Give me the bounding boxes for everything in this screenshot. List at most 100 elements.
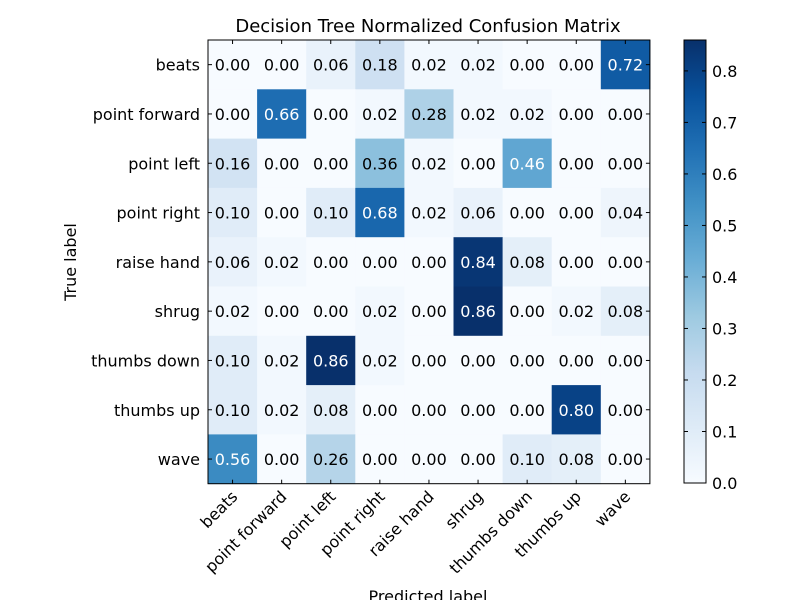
y-tick-label: beats [156,56,200,75]
heatmap-cell [404,335,454,386]
heatmap-cell [257,385,307,435]
heatmap-cell [208,138,258,189]
heatmap-cell [404,286,454,337]
heatmap-cell [453,40,503,90]
heatmap-cell [600,89,651,139]
cell-value-label: 0.00 [608,154,644,173]
cell-value-label: 0.46 [509,154,545,173]
heatmap-cell [551,385,602,435]
cell-value-label: 0.10 [313,204,349,223]
y-tick-label: thumbs down [91,351,200,370]
heatmap-cell [551,335,602,386]
cell-value-label: 0.68 [362,204,398,223]
y-tick-label: wave [158,450,200,469]
cell-value-label: 0.18 [362,56,398,75]
axis-ticks [208,40,650,484]
heatmap-cell [502,187,553,238]
cell-value-label: 0.02 [362,351,398,370]
cell-value-label: 0.00 [509,401,545,420]
cell-value-label: 0.02 [460,56,496,75]
heatmap-cell [257,187,307,238]
heatmap-cell [355,434,405,485]
cell-value-label: 0.66 [264,105,300,124]
cell-value-label: 0.00 [411,401,447,420]
x-tick-label: beats [197,487,242,532]
heatmap-cell [208,89,258,139]
cell-value-label: 0.02 [509,105,545,124]
cell-value-label: 0.00 [411,302,447,321]
cell-value-label: 0.84 [460,253,496,272]
heatmap-cell [600,335,651,386]
heatmap-cell [208,237,258,287]
heatmap-cell [600,187,651,238]
cell-value-label: 0.00 [558,154,594,173]
heatmap-cell [306,286,356,337]
chart-title: Decision Tree Normalized Confusion Matri… [235,16,621,37]
cell-value-label: 0.06 [313,56,349,75]
colorbar-tick-label: 0.2 [712,371,737,390]
cell-value-label: 0.00 [460,154,496,173]
heatmap-cell [551,286,602,337]
heatmap-cell [551,40,602,90]
cell-value-label: 0.10 [215,401,251,420]
heatmap-cell [551,237,602,287]
y-tick-label: thumbs up [114,401,200,420]
heatmap-cell [306,434,356,485]
x-axis-label: Predicted label [369,587,488,600]
cell-value-label: 0.00 [362,401,398,420]
heatmap-cell [306,187,356,238]
heatmap-cell [355,385,405,435]
heatmap-cell-labels: 0.00 0.00 0.06 0.18 0.02 0.02 0.00 0.00 0.72 0.00… [215,56,643,469]
colorbar-tick-label: 0.1 [712,422,737,441]
cell-value-label: 0.00 [264,302,300,321]
cell-value-label: 0.16 [215,154,251,173]
cell-value-label: 0.02 [558,302,594,321]
cell-value-label: 0.00 [460,401,496,420]
cell-value-label: 0.72 [608,56,644,75]
heatmap-cell [502,434,553,485]
cell-value-label: 0.00 [509,302,545,321]
heatmap-cell [208,385,258,435]
cell-value-label: 0.08 [313,401,349,420]
heatmap-cell [502,385,553,435]
heatmap-cell [453,187,503,238]
heatmap-cell [355,89,405,139]
cell-value-label: 0.08 [509,253,545,272]
x-tick-label: wave [591,487,634,530]
cell-value-label: 0.02 [362,302,398,321]
y-tick-label: point right [117,204,200,223]
heatmap-cell [257,237,307,287]
heatmap-cell [208,40,258,90]
heatmap-cell [453,89,503,139]
heatmap-cell [600,434,651,485]
colorbar-tick-label: 0.6 [712,165,737,184]
heatmap-cell [257,335,307,386]
colorbar-tick-label: 0.8 [712,62,737,81]
heatmap-cell [453,385,503,435]
colorbar-tick-label: 0.3 [712,319,737,338]
cell-value-label: 0.10 [509,450,545,469]
heatmap-cell [208,286,258,337]
y-tick-label: raise hand [116,253,200,272]
heatmap-cell [453,335,503,386]
cell-value-label: 0.00 [313,302,349,321]
heatmap-cell [355,187,405,238]
heatmap-cell [453,138,503,189]
heatmap-cell [208,187,258,238]
y-tick-label: point forward [93,105,200,124]
heatmap-cell [502,335,553,386]
cell-value-label: 0.08 [558,450,594,469]
cell-value-label: 0.02 [460,105,496,124]
heatmap-cell [404,237,454,287]
cell-value-label: 0.00 [509,351,545,370]
heatmap-cell [355,335,405,386]
colorbar [683,39,707,484]
cell-value-label: 0.00 [460,351,496,370]
heatmap-cell [208,434,258,485]
y-tick-label: shrug [155,302,200,321]
cell-value-label: 0.86 [460,302,496,321]
cell-value-label: 0.00 [460,450,496,469]
cell-value-label: 0.00 [558,105,594,124]
